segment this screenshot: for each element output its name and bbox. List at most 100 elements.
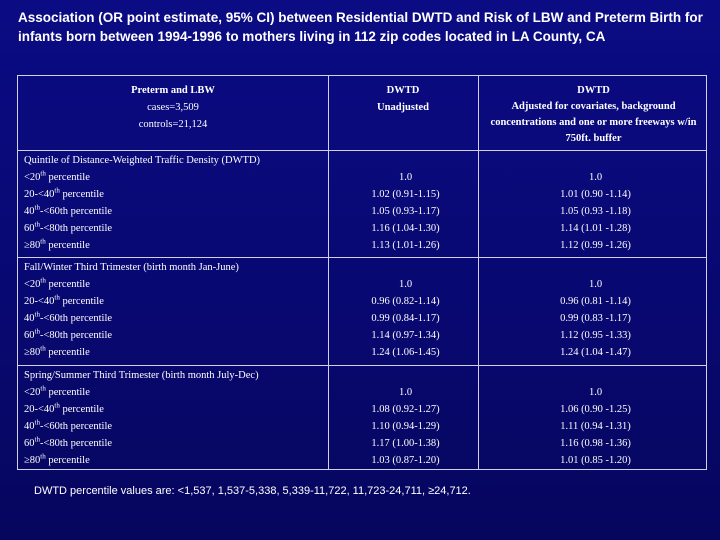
header-unadjusted-sub: Unadjusted xyxy=(377,102,429,113)
row-label-post: -<80th percentile xyxy=(39,330,113,341)
unadjusted-value: 1.16 (1.04-1.30) xyxy=(371,223,440,234)
row-label-pre: <20 xyxy=(24,387,41,398)
adjusted-value: 0.99 (0.83 -1.17) xyxy=(560,313,631,324)
row-label-post: percentile xyxy=(45,347,90,358)
row-label-post: -<80th percentile xyxy=(39,223,113,234)
adjusted-value: 1.24 (1.04 -1.47) xyxy=(560,347,631,358)
row-label-post: percentile xyxy=(45,172,90,183)
row-label-pre: ≥80 xyxy=(24,455,41,466)
row-label-sup: th xyxy=(34,220,40,229)
header-cases-title: Preterm and LBW xyxy=(131,85,215,96)
row-label-post: percentile xyxy=(59,189,104,200)
row-label: 60th-<80th percentile xyxy=(24,220,112,237)
row-label-pre: <20 xyxy=(24,279,41,290)
header-adjusted: DWTD Adjusted for covariates, background… xyxy=(486,82,701,147)
row-label-sup: th xyxy=(40,276,46,285)
row-label-pre: 20-<40 xyxy=(24,296,55,307)
table-row: <20th percentile 1.0 1.0 xyxy=(18,384,706,401)
row-label-sup: th xyxy=(34,327,40,336)
row-label-pre: 20-<40 xyxy=(24,189,55,200)
row-label-sup: th xyxy=(40,452,46,461)
row-label: <20th percentile xyxy=(24,169,90,186)
row-label: <20th percentile xyxy=(24,276,90,293)
unadjusted-value: 1.03 (0.87-1.20) xyxy=(371,455,440,466)
row-label: 60th-<80th percentile xyxy=(24,327,112,344)
unadjusted-value: 1.02 (0.91-1.15) xyxy=(371,189,440,200)
header-controls-count: controls=21,124 xyxy=(138,119,208,130)
unadjusted-value: 1.14 (0.97-1.34) xyxy=(371,330,440,341)
unadjusted-value: 1.13 (1.01-1.26) xyxy=(371,240,440,251)
unadjusted-value: 1.24 (1.06-1.45) xyxy=(371,347,440,358)
header-adjusted-title: DWTD xyxy=(577,85,610,96)
unadjusted-value: 1.08 (0.92-1.27) xyxy=(371,404,440,415)
row-label-sup: th xyxy=(54,186,60,195)
row-label-pre: 20-<40 xyxy=(24,404,55,415)
adjusted-value: 1.06 (0.90 -1.25) xyxy=(560,404,631,415)
row-label-sup: th xyxy=(40,384,46,393)
table-row: ≥80th percentile 1.24 (1.06-1.45) 1.24 (1.… xyxy=(18,344,706,361)
row-label-sup: th xyxy=(54,293,60,302)
unadjusted-value: 0.99 (0.84-1.17) xyxy=(371,313,440,324)
header-unadjusted-title: DWTD xyxy=(386,85,420,96)
table-row: ≥80th percentile 1.03 (0.87-1.20) 1.01 (0.… xyxy=(18,452,706,469)
adjusted-value: 1.01 (0.85 -1.20) xyxy=(560,455,631,466)
row-label-pre: ≥80 xyxy=(24,240,41,251)
row-label: 20-<40th percentile xyxy=(24,401,104,418)
row-label-pre: 60 xyxy=(24,223,35,234)
slide-title: Association (OR point estimate, 95% CI) … xyxy=(18,10,703,44)
column-divider xyxy=(328,76,329,469)
row-label-post: percentile xyxy=(59,296,104,307)
row-label-sup: th xyxy=(34,418,40,427)
table-row: 60th-<80th percentile 1.17 (1.00-1.38) 1.1… xyxy=(18,435,706,452)
row-label-post: -<60th percentile xyxy=(39,206,113,217)
adjusted-value: 1.0 xyxy=(588,172,603,183)
row-label: ≥80th percentile xyxy=(24,452,90,469)
row-label-post: -<60th percentile xyxy=(39,313,113,324)
row-label: ≥80th percentile xyxy=(24,237,90,254)
row-label-pre: <20 xyxy=(24,172,41,183)
unadjusted-value: 0.96 (0.82-1.14) xyxy=(371,296,440,307)
row-label: 60th-<80th percentile xyxy=(24,435,112,452)
unadjusted-value: 1.0 xyxy=(398,387,413,398)
row-label-pre: 60 xyxy=(24,438,35,449)
row-label: 40th-<60th percentile xyxy=(24,418,112,435)
unadjusted-value: 1.17 (1.00-1.38) xyxy=(371,438,440,449)
unadjusted-value: 1.05 (0.93-1.17) xyxy=(371,206,440,217)
unadjusted-value: 1.0 xyxy=(398,172,413,183)
row-label-pre: ≥80 xyxy=(24,347,41,358)
row-label-pre: 60 xyxy=(24,330,35,341)
row-label-sup: th xyxy=(54,401,60,410)
footnote: DWTD percentile values are: <1,537, 1,53… xyxy=(34,485,471,497)
table-row: 20-<40th percentile 1.02 (0.91-1.15) 1.01 … xyxy=(18,186,706,203)
adjusted-value: 1.11 (0.94 -1.31) xyxy=(560,421,631,432)
adjusted-value: 1.12 (0.99 -1.26) xyxy=(560,240,631,251)
row-label: <20th percentile xyxy=(24,384,90,401)
row-label: 40th-<60th percentile xyxy=(24,310,112,327)
adjusted-value: 1.0 xyxy=(588,387,603,398)
header-cases: Preterm and LBW cases=3,509 controls=21,… xyxy=(18,82,328,133)
adjusted-value: 1.0 xyxy=(588,279,603,290)
table-row: 40th-<60th percentile 1.10 (0.94-1.29) 1.1… xyxy=(18,418,706,435)
row-label-sup: th xyxy=(40,344,46,353)
row-label-post: -<60th percentile xyxy=(39,421,113,432)
row-label-pre: 40 xyxy=(24,313,35,324)
group-divider xyxy=(18,257,706,258)
group-divider xyxy=(18,365,706,366)
adjusted-value: 1.14 (1.01 -1.28) xyxy=(560,223,631,234)
row-label-pre: 40 xyxy=(24,206,35,217)
table-row: <20th percentile 1.0 1.0 xyxy=(18,169,706,186)
unadjusted-value: 1.0 xyxy=(398,279,413,290)
row-label-post: -<80th percentile xyxy=(39,438,113,449)
header-divider xyxy=(18,150,706,151)
unadjusted-value: 1.10 (0.94-1.29) xyxy=(371,421,440,432)
table-row: 40th-<60th percentile 0.99 (0.84-1.17) 0.9… xyxy=(18,310,706,327)
row-label: 20-<40th percentile xyxy=(24,293,104,310)
adjusted-value: 1.16 (0.98 -1.36) xyxy=(560,438,631,449)
row-label-post: percentile xyxy=(45,455,90,466)
table-row: 60th-<80th percentile 1.14 (0.97-1.34) 1.1… xyxy=(18,327,706,344)
adjusted-value: 1.05 (0.93 -1.18) xyxy=(560,206,631,217)
row-label-sup: th xyxy=(40,169,46,178)
results-table: Preterm and LBW cases=3,509 controls=21,… xyxy=(17,75,707,470)
row-label-sup: th xyxy=(34,203,40,212)
row-label-pre: 40 xyxy=(24,421,35,432)
